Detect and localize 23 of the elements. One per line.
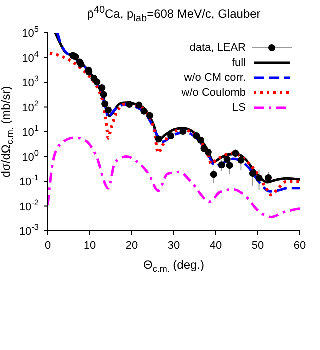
x-tick-label: 30 xyxy=(168,240,180,252)
legend-label: data, LEAR xyxy=(190,42,246,54)
legend-label: w/o CM corr. xyxy=(184,72,246,84)
y-tick-label: 10$^{4}$ xyxy=(22,50,40,65)
legend-label: LS xyxy=(232,102,246,114)
x-tick-label: 50 xyxy=(252,240,264,252)
y-tick-label: 10$^{-2}$ xyxy=(19,198,40,214)
x-axis-title: Θ$_{c.m.}$ (deg.) xyxy=(143,258,205,274)
x-tick-label: 0 xyxy=(44,240,52,252)
y-tick-label: 10$^{-1}$ xyxy=(19,174,40,188)
y-tick-label: 10$^{3}$ xyxy=(22,74,40,90)
y-tick-label: 10$^{5}$ xyxy=(22,25,40,40)
x-tick-label: 40 xyxy=(210,240,222,252)
legend-label: w/o Coulomb xyxy=(182,87,246,99)
y-tick-label: 10$^{0}$ xyxy=(22,148,40,164)
legend-label: full xyxy=(232,57,246,69)
y-tick-label: 10$^{2}$ xyxy=(22,99,40,114)
x-tick-label: 10 xyxy=(84,240,96,252)
x-tick-label: 60 xyxy=(294,240,306,252)
y-tick-label: 10$^{-3}$ xyxy=(19,223,40,238)
chart-title: p̄$^{40}$Ca, p$_{lab}$=608 MeV/c, Glauber xyxy=(86,5,262,24)
x-tick-label: 20 xyxy=(126,240,138,252)
y-tick-label: 10$^{1}$ xyxy=(22,124,40,139)
